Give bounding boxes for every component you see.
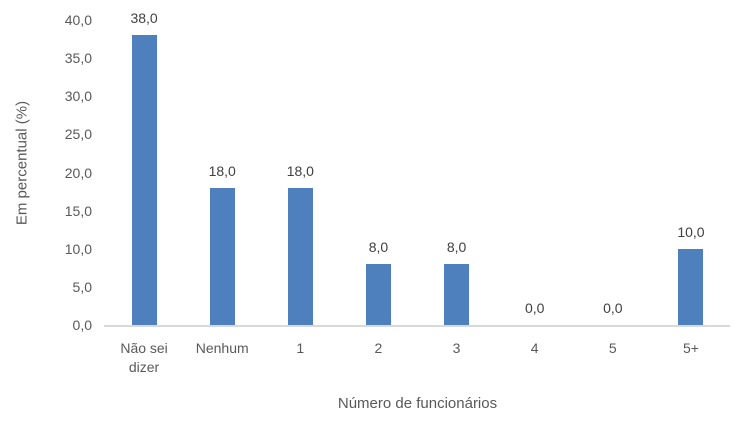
bar-value-label: 0,0 [603,300,623,316]
x-category-label: Não sei dizer [120,340,168,375]
y-tick-label: 10,0 [64,240,92,257]
y-tick-label: 15,0 [64,202,92,219]
bar-value-label: 38,0 [130,10,158,27]
bar [287,187,313,325]
x-axis-line [104,325,730,327]
bar-value-label: 18,0 [208,162,236,179]
x-category-label: 1 [296,340,305,356]
y-tick-label: 25,0 [64,126,92,143]
y-tick-label: 5,0 [72,278,92,295]
x-category-label: 4 [530,340,539,356]
bar-value-label: 18,0 [286,162,314,179]
bar-value-label: 10,0 [677,223,705,240]
x-axis-title: Número de funcionários [337,395,498,412]
x-category-label: 2 [374,340,383,356]
bar [444,264,470,325]
bar-value-label: 8,0 [446,239,467,255]
y-tick-label: 40,0 [64,12,92,28]
y-tick-label: 35,0 [64,50,92,67]
x-category-label: 3 [452,340,461,356]
bar [209,187,235,325]
y-tick-label: 20,0 [64,164,92,181]
y-tick-label: 30,0 [64,88,92,105]
y-tick-label: 0,0 [72,317,92,333]
x-category-label: 5 [608,340,617,356]
x-category-label: Nenhum [195,340,249,356]
bar-value-label: 0,0 [524,300,545,316]
x-category-label: 5+ [682,340,699,356]
bar [365,264,391,325]
bar [131,35,157,325]
bar [678,248,704,325]
bar-value-label: 8,0 [368,239,389,255]
